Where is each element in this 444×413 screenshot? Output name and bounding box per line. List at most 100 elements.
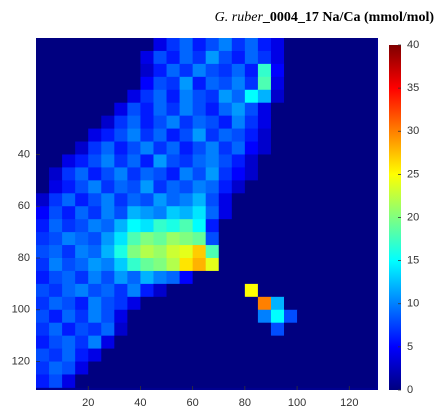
heatmap-cell <box>362 322 376 337</box>
heatmap-cell <box>62 335 76 349</box>
heatmap-cell <box>336 50 350 65</box>
heatmap-cell <box>362 296 376 311</box>
heatmap-cell <box>336 270 350 285</box>
heatmap-cell <box>140 63 154 78</box>
heatmap-cell <box>336 296 350 311</box>
heatmap-cell <box>166 322 180 337</box>
heatmap-cell <box>88 322 102 337</box>
heatmap-cell <box>101 309 115 324</box>
heatmap-cell <box>36 180 50 194</box>
heatmap-cell <box>75 219 89 233</box>
heatmap-cell <box>127 322 141 337</box>
heatmap-cell <box>310 102 324 117</box>
heatmap-cell <box>310 38 324 52</box>
heatmap-cell <box>127 180 141 194</box>
heatmap-cell <box>310 245 324 259</box>
heatmap-cells <box>36 38 376 388</box>
heatmap-cell <box>153 361 167 375</box>
heatmap-cell <box>153 232 167 246</box>
heatmap-cell <box>140 232 154 246</box>
heatmap-cell <box>179 141 194 155</box>
heatmap-cell <box>75 115 89 129</box>
heatmap-cell <box>75 167 89 181</box>
heatmap-cell <box>323 348 337 362</box>
heatmap-cell <box>310 206 324 220</box>
heatmap-cell <box>310 141 324 155</box>
heatmap-cell <box>362 154 376 168</box>
heatmap-cell <box>205 258 220 272</box>
heatmap-cell <box>323 76 337 91</box>
heatmap-cell <box>49 76 63 91</box>
heatmap-cell <box>114 283 128 298</box>
heatmap-cell <box>36 115 50 129</box>
heatmap-cell <box>205 180 220 194</box>
heatmap-cell <box>284 193 298 207</box>
heatmap-cell <box>75 296 89 311</box>
heatmap-cell <box>88 38 102 52</box>
heatmap-cell <box>62 374 76 388</box>
heatmap-cell <box>153 193 167 207</box>
heatmap-cell <box>36 76 50 91</box>
heatmap-cell <box>218 154 233 168</box>
heatmap-cell <box>192 270 207 285</box>
heatmap-cell <box>101 167 115 181</box>
heatmap-cell <box>49 63 63 78</box>
heatmap-cell <box>153 115 167 129</box>
heatmap-cell <box>257 348 272 362</box>
heatmap-cell <box>218 245 233 259</box>
heatmap-cell <box>362 348 376 362</box>
heatmap-cell <box>244 38 259 52</box>
heatmap-cell <box>310 76 324 91</box>
heatmap-cell <box>270 335 285 349</box>
heatmap-cell <box>75 283 89 298</box>
heatmap-cell <box>62 219 76 233</box>
heatmap-cell <box>270 219 285 233</box>
heatmap-cell <box>349 141 363 155</box>
heatmap-cell <box>284 296 298 311</box>
heatmap-cell <box>192 76 207 91</box>
heatmap-cell <box>153 154 167 168</box>
heatmap-cell <box>153 76 167 91</box>
heatmap-cell <box>179 63 194 78</box>
heatmap-cell <box>257 63 272 78</box>
heatmap-cell <box>88 128 102 142</box>
heatmap-cell <box>297 167 311 181</box>
heatmap-cell <box>101 270 115 285</box>
heatmap-cell <box>114 296 128 311</box>
heatmap-cell <box>349 245 363 259</box>
heatmap-cell <box>284 206 298 220</box>
heatmap-cell <box>244 141 259 155</box>
heatmap-cell <box>101 232 115 246</box>
heatmap-cell <box>284 232 298 246</box>
heatmap-cell <box>257 76 272 91</box>
heatmap-cell <box>101 154 115 168</box>
heatmap-cell <box>218 141 233 155</box>
heatmap-cell <box>349 348 363 362</box>
heatmap-cell <box>244 245 259 259</box>
heatmap-cell <box>127 232 141 246</box>
heatmap-cell <box>140 89 154 104</box>
heatmap-cell <box>297 296 311 311</box>
heatmap-cell <box>323 361 337 375</box>
heatmap-cell <box>114 193 128 207</box>
heatmap-cell <box>75 270 89 285</box>
heatmap-cell <box>127 154 141 168</box>
heatmap-cell <box>297 348 311 362</box>
heatmap-cell <box>205 309 220 324</box>
heatmap-cell <box>36 258 50 272</box>
heatmap-cell <box>140 38 154 52</box>
heatmap-cell <box>336 258 350 272</box>
heatmap-cell <box>192 167 207 181</box>
heatmap-cell <box>166 115 180 129</box>
heatmap-cell <box>310 283 324 298</box>
heatmap-cell <box>114 154 128 168</box>
heatmap-cell <box>179 374 194 388</box>
heatmap-cell <box>231 361 246 375</box>
y-tick-label: 80 <box>18 252 30 264</box>
heatmap-cell <box>284 361 298 375</box>
heatmap-cell <box>114 206 128 220</box>
heatmap-cell <box>218 38 233 52</box>
heatmap-cell <box>323 154 337 168</box>
heatmap-cell <box>205 167 220 181</box>
heatmap-cell <box>153 335 167 349</box>
